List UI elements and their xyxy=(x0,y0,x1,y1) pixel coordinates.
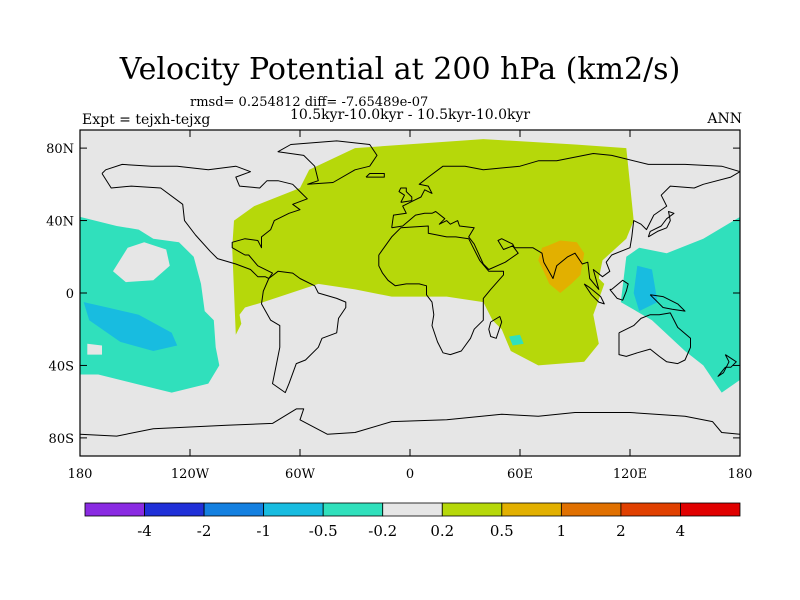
lon-tick-label: 120W xyxy=(171,467,210,482)
negative-region-west-pacific xyxy=(620,216,740,393)
lon-tick-label: 0 xyxy=(406,467,414,482)
experiment-label: Expt = tejxh-tejxg xyxy=(82,112,211,128)
coast-sumatra xyxy=(583,283,605,305)
season-label: ANN xyxy=(707,111,742,127)
lon-tick-label: 120E xyxy=(613,467,647,482)
colorbar-label: -2 xyxy=(197,522,212,540)
subtitle-text: 10.5kyr-10.0kyr - 10.5kyr-10.0kyr xyxy=(290,107,531,123)
colorbar-swatch xyxy=(560,502,622,517)
stats-text: rmsd= 0.254812 diff= -7.65489e-07 xyxy=(190,95,429,110)
colorbar-label: -0.5 xyxy=(309,522,338,540)
colorbar-swatch xyxy=(441,502,503,517)
negative-region-east-pacific-core xyxy=(83,302,178,351)
coast-iceland xyxy=(365,173,385,178)
lon-tick-label: 60E xyxy=(507,467,533,482)
lon-tick-label: 180 xyxy=(728,467,753,482)
coast-australia xyxy=(618,312,691,365)
coast-greenland xyxy=(277,140,378,185)
colorbar-swatch xyxy=(501,502,562,517)
colorbar-label: -1 xyxy=(256,522,271,540)
colorbar-swatch xyxy=(203,502,265,517)
lat-tick-label: 80S xyxy=(49,432,74,447)
colorbar-label: -4 xyxy=(137,522,152,540)
coast-great-britain xyxy=(398,187,413,203)
coast-borneo xyxy=(609,279,629,301)
coast-antarctica xyxy=(80,408,740,437)
lat-tick-label: 40S xyxy=(49,359,74,374)
lat-tick-label: 40N xyxy=(46,215,74,230)
negative-region-west-pacific-core xyxy=(633,265,658,312)
colorbar-swatch xyxy=(263,502,324,517)
colorbar: -4 -2 -1 -0.5 -0.2 0.2 0.5 1 2 4 xyxy=(84,502,741,540)
colorbar-label: 1 xyxy=(557,522,567,540)
coast-madagascar xyxy=(488,316,503,339)
colorbar-label: 4 xyxy=(676,522,686,540)
colorbar-swatch xyxy=(322,502,384,517)
colorbar-swatch xyxy=(680,502,741,517)
map-layers xyxy=(80,139,740,437)
colorbar-swatch xyxy=(84,502,145,517)
coast-japan xyxy=(647,211,675,238)
negative-spot-indian-ocean xyxy=(509,334,524,346)
colorbar-label: 0.2 xyxy=(430,522,454,540)
neutral-hole-south-pacific xyxy=(87,343,102,355)
lon-tick-label: 180 xyxy=(68,467,93,482)
coast-africa xyxy=(378,225,504,356)
lat-tick-label: 80N xyxy=(46,142,74,157)
positive-region-eurasia-africa xyxy=(232,139,634,366)
coast-north-america xyxy=(101,163,308,279)
neutral-hole-north-pacific xyxy=(113,242,170,283)
positive-region-south-asia xyxy=(538,240,585,293)
colorbar-swatch xyxy=(620,502,681,517)
colorbar-label: -0.2 xyxy=(368,522,397,540)
colorbar-swatch xyxy=(382,502,443,517)
chart-title: Velocity Potential at 200 hPa (km2/s) xyxy=(119,52,681,87)
negative-region-east-pacific xyxy=(80,216,220,393)
coast-new-guinea xyxy=(649,294,686,312)
colorbar-label: 0.5 xyxy=(490,522,514,540)
colorbar-swatch xyxy=(144,502,205,517)
coast-new-zealand xyxy=(717,354,737,377)
coast-eurasia xyxy=(391,153,740,290)
coast-south-america xyxy=(261,270,347,394)
lat-tick-label: 0 xyxy=(66,287,74,302)
lon-tick-label: 60W xyxy=(285,467,316,482)
colorbar-label: 2 xyxy=(616,522,626,540)
